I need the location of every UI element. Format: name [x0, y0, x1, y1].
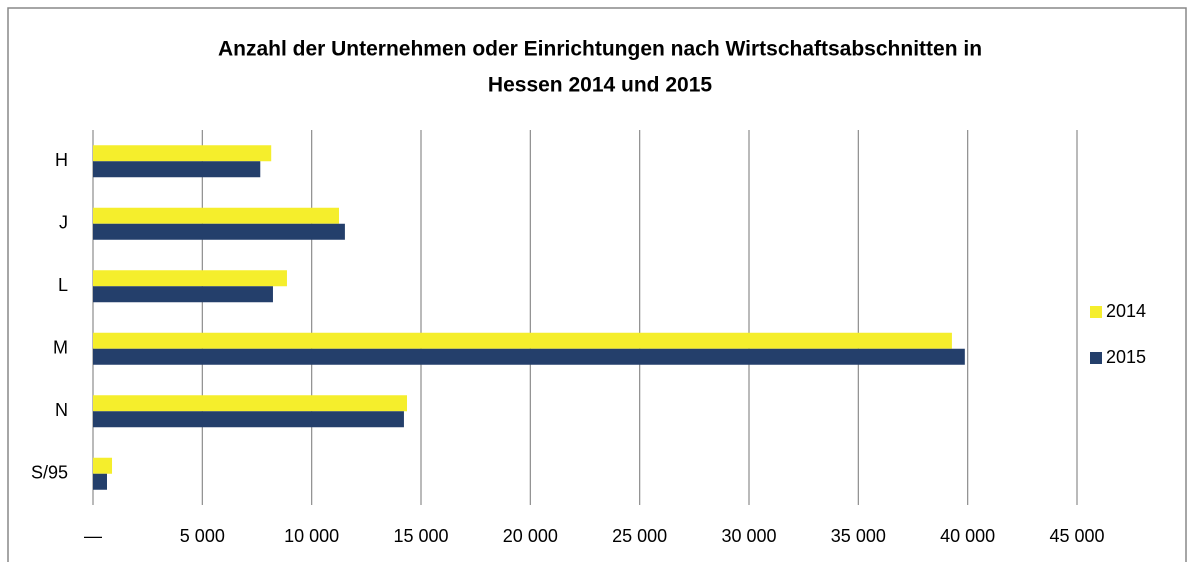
x-tick-label: 15 000 — [393, 526, 448, 546]
legend-label: 2014 — [1106, 301, 1146, 321]
y-tick-label: M — [53, 338, 68, 358]
bar — [93, 457, 113, 474]
legend-swatch — [1090, 352, 1102, 364]
y-tick-label: S/95 — [31, 463, 68, 483]
x-tick-label: 20 000 — [503, 526, 558, 546]
y-tick-label: N — [55, 400, 68, 420]
legend-swatch — [1090, 306, 1102, 318]
y-tick-label: L — [58, 275, 68, 295]
x-tick-label: 10 000 — [284, 526, 339, 546]
bar — [93, 332, 952, 349]
bar — [93, 270, 287, 287]
chart-title: Hessen 2014 und 2015 — [488, 74, 712, 97]
x-tick-label: 25 000 — [612, 526, 667, 546]
x-tick-label: — — [84, 526, 102, 546]
y-tick-label: J — [59, 213, 68, 233]
legend-label: 2015 — [1106, 347, 1146, 367]
bar — [93, 411, 404, 428]
bar — [93, 223, 345, 240]
x-tick-label: 45 000 — [1049, 526, 1104, 546]
chart-title: Anzahl der Unternehmen oder Einrichtunge… — [218, 38, 982, 61]
bar — [93, 207, 339, 224]
y-tick-label: H — [55, 150, 68, 170]
bar — [93, 286, 273, 303]
bar — [93, 395, 408, 412]
x-tick-label: 5 000 — [180, 526, 225, 546]
bar — [93, 473, 107, 490]
bar — [93, 161, 261, 178]
bar — [93, 348, 965, 365]
chart-border — [7, 7, 1187, 562]
bar — [93, 145, 272, 162]
x-tick-label: 30 000 — [721, 526, 776, 546]
x-tick-label: 35 000 — [831, 526, 886, 546]
x-tick-label: 40 000 — [940, 526, 995, 546]
